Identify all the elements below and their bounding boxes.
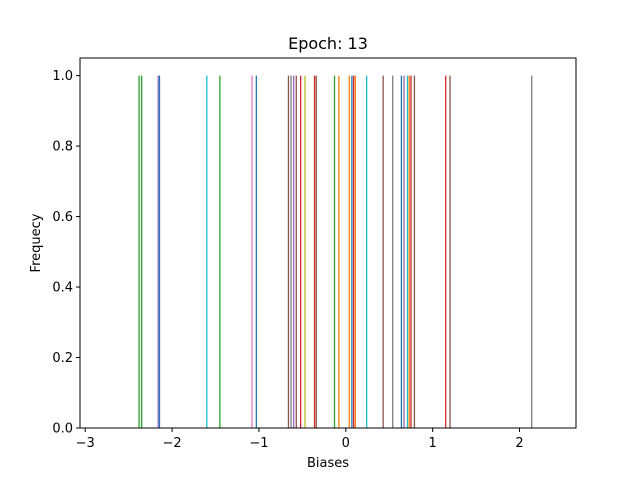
histogram-bar [400,75,403,429]
histogram-bar [449,75,451,429]
histogram-bar [138,75,140,429]
histogram-bar [251,75,253,429]
histogram-bar [382,75,384,429]
histogram-bar [255,75,257,429]
y-tick-label: 1.0 [52,69,73,84]
histogram-bar [157,75,159,429]
histogram-bar [315,75,317,429]
y-axis: 0.0 0.2 0.4 0.6 0.8 1.0 [52,69,80,437]
histogram-bar [531,75,533,429]
histogram-bar [413,75,416,429]
histogram-bar [158,75,161,429]
histogram-bar [313,75,316,429]
histogram-bar [351,75,353,429]
histogram-bar [290,75,292,429]
histogram-bar [403,75,405,429]
histogram-bar [392,75,394,429]
histogram-bar [410,75,412,429]
histogram-bar [406,75,409,429]
histogram-bar [338,75,340,429]
histogram-bar [348,75,350,429]
x-tick-label: 1 [429,436,437,451]
histogram-bar [354,75,357,429]
histogram-bar [445,75,447,429]
histogram-bar [352,75,355,429]
histogram-bar [219,75,221,429]
x-tick-label: −1 [249,436,268,451]
y-tick-label: 0.2 [52,351,73,366]
chart-title: Epoch: 13 [288,34,368,53]
histogram-bar [293,75,295,429]
histogram-bar [295,75,297,429]
y-tick-label: 0.8 [52,140,73,155]
histogram-bar [287,75,290,429]
x-tick-label: 2 [515,436,523,451]
y-tick-label: 0.6 [52,210,73,225]
x-tick-label: 0 [342,436,350,451]
x-tick-label: −2 [162,436,181,451]
x-axis: −3 −2 −1 0 1 2 [76,428,524,451]
y-tick-label: 0.0 [52,422,73,437]
histogram-bar [333,75,336,429]
y-axis-label: Frequecy [29,213,44,272]
x-axis-label: Biases [307,456,349,471]
histogram-bar [408,75,410,429]
histogram-bar [299,75,302,429]
y-tick-label: 0.4 [52,281,73,296]
bars-group [138,75,533,429]
histogram-bar [141,75,143,429]
histogram-bar [366,75,368,429]
histogram-bar [304,75,306,429]
plot-frame [79,57,577,429]
histogram-bar [206,75,208,429]
x-tick-label: −3 [76,436,95,451]
